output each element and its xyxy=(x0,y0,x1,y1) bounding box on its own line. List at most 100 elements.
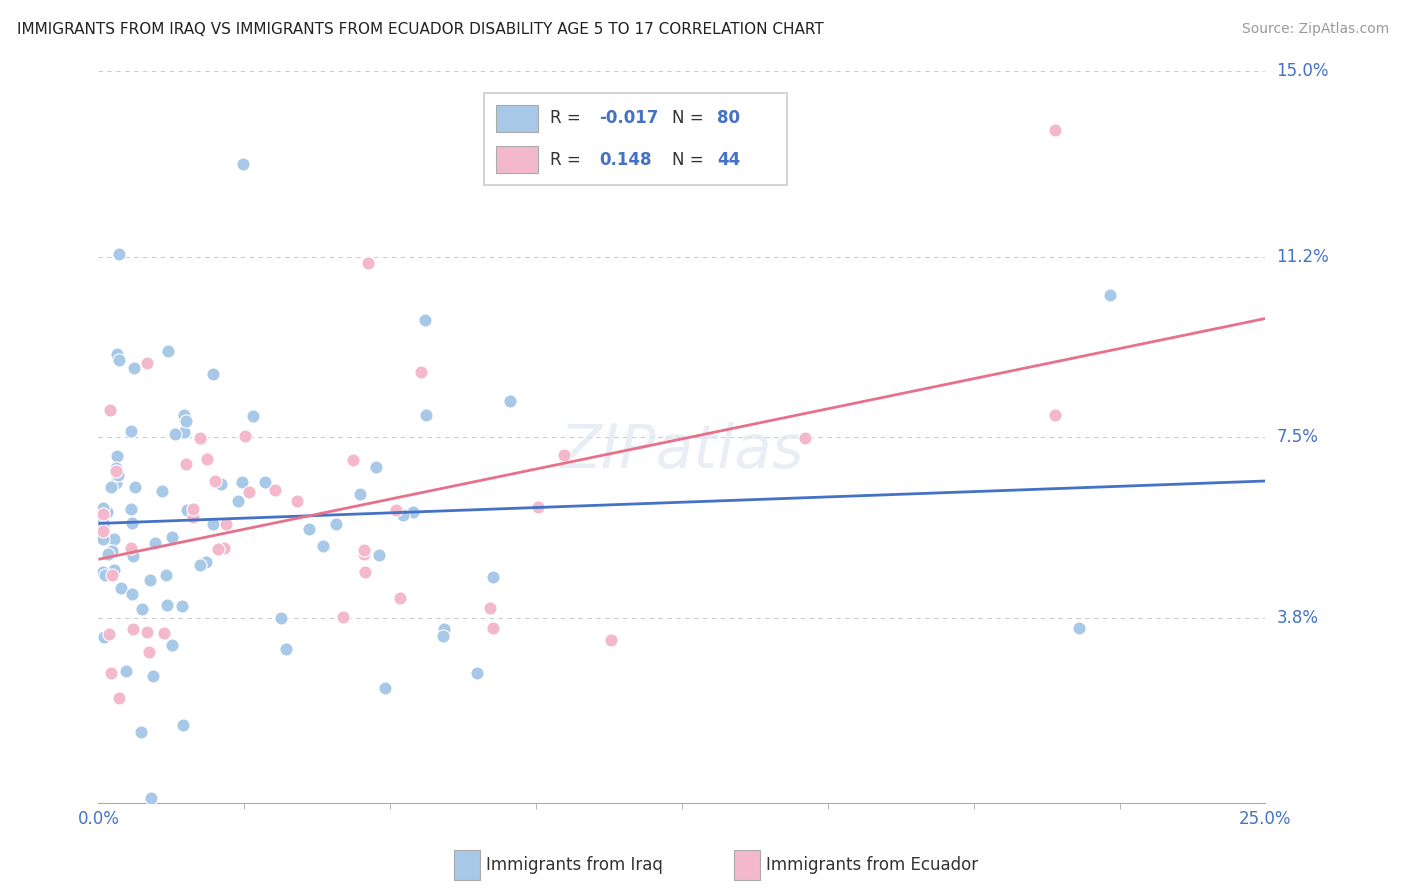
Point xyxy=(349,487,371,501)
Point xyxy=(207,541,229,556)
Point xyxy=(100,480,122,494)
Point xyxy=(553,448,575,462)
Point xyxy=(107,468,129,483)
Point xyxy=(311,539,333,553)
Point xyxy=(122,549,145,563)
Point xyxy=(91,532,114,546)
Point xyxy=(108,353,131,368)
Point xyxy=(413,313,436,327)
Point xyxy=(433,622,456,636)
Point xyxy=(97,547,120,561)
Text: Immigrants from Ecuador: Immigrants from Ecuador xyxy=(766,856,979,874)
Point xyxy=(122,361,145,376)
Point xyxy=(135,624,157,639)
Point xyxy=(105,346,128,360)
Point xyxy=(143,535,166,549)
Point xyxy=(101,568,124,582)
Point xyxy=(479,601,502,615)
Point xyxy=(1098,288,1121,302)
Text: 11.2%: 11.2% xyxy=(1277,248,1329,266)
Point xyxy=(136,356,159,370)
Point xyxy=(188,558,211,572)
Point xyxy=(181,509,204,524)
Point xyxy=(120,424,142,438)
Point xyxy=(115,664,138,678)
Point xyxy=(527,500,550,514)
Point xyxy=(270,611,292,625)
Point xyxy=(214,541,236,556)
Point xyxy=(122,622,145,636)
Point xyxy=(103,563,125,577)
Point xyxy=(176,457,198,471)
Point xyxy=(91,566,114,580)
Point xyxy=(209,477,232,491)
Point xyxy=(107,247,129,261)
Point xyxy=(188,430,211,444)
Point xyxy=(150,484,173,499)
Point xyxy=(190,432,212,446)
Point xyxy=(231,475,253,489)
Point xyxy=(242,409,264,424)
Point xyxy=(264,483,287,497)
Point xyxy=(155,567,177,582)
Point xyxy=(332,609,354,624)
Point xyxy=(93,568,115,582)
Point xyxy=(162,530,184,544)
Text: Source: ZipAtlas.com: Source: ZipAtlas.com xyxy=(1241,22,1389,37)
Point xyxy=(202,368,225,382)
Point xyxy=(238,484,260,499)
Text: IMMIGRANTS FROM IRAQ VS IMMIGRANTS FROM ECUADOR DISABILITY AGE 5 TO 17 CORRELATI: IMMIGRANTS FROM IRAQ VS IMMIGRANTS FROM … xyxy=(17,22,824,37)
Point xyxy=(195,451,218,466)
Point xyxy=(1045,408,1067,422)
Point xyxy=(110,581,132,595)
Point xyxy=(97,627,120,641)
Point xyxy=(214,516,236,531)
Text: Immigrants from Iraq: Immigrants from Iraq xyxy=(486,856,662,874)
Point xyxy=(202,516,225,531)
Point xyxy=(142,669,165,683)
Point xyxy=(91,511,114,525)
Point xyxy=(91,519,114,533)
Point xyxy=(285,494,308,508)
Point xyxy=(162,638,184,652)
Point xyxy=(342,452,364,467)
Point xyxy=(156,599,179,613)
Point xyxy=(153,625,176,640)
Text: ZIPatlas: ZIPatlas xyxy=(560,422,804,481)
Point xyxy=(124,479,146,493)
Point xyxy=(298,522,321,536)
Point xyxy=(172,718,194,732)
Point xyxy=(103,532,125,546)
Point xyxy=(91,524,114,538)
Point xyxy=(91,500,114,515)
Point xyxy=(93,630,115,644)
Point xyxy=(131,602,153,616)
Point xyxy=(129,725,152,739)
Point xyxy=(1045,123,1067,137)
Point xyxy=(91,508,114,522)
Point xyxy=(156,344,179,359)
Point xyxy=(389,591,412,606)
Point xyxy=(374,681,396,695)
FancyBboxPatch shape xyxy=(454,850,479,880)
Point xyxy=(104,464,127,478)
Point xyxy=(353,543,375,558)
Text: 15.0%: 15.0% xyxy=(1277,62,1329,80)
Point xyxy=(364,459,387,474)
Text: 7.5%: 7.5% xyxy=(1277,428,1319,446)
Point xyxy=(276,642,298,657)
Point xyxy=(195,555,218,569)
Point xyxy=(138,645,160,659)
Point xyxy=(204,474,226,488)
Point xyxy=(120,502,142,516)
Point xyxy=(121,587,143,601)
Point xyxy=(409,365,432,379)
Point xyxy=(172,599,194,614)
Point xyxy=(173,408,195,422)
Point xyxy=(325,517,347,532)
Point xyxy=(482,570,505,584)
Point xyxy=(254,475,277,489)
Point xyxy=(120,541,142,555)
Point xyxy=(481,621,503,635)
Point xyxy=(141,791,163,805)
